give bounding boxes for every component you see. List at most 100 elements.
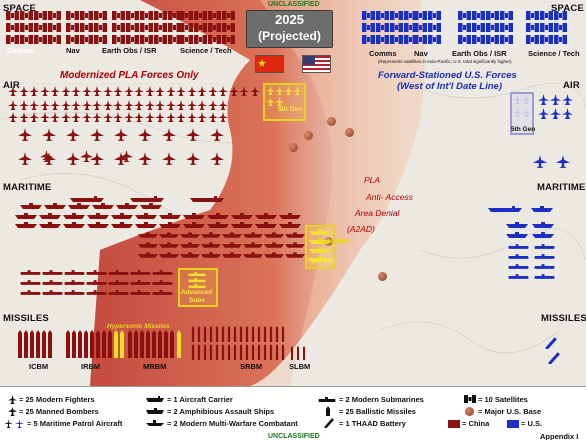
china-satellite-icon <box>222 35 235 44</box>
china-srbm-icon <box>209 326 213 342</box>
advanced-subs-label-1: Advanced <box>181 289 213 296</box>
china-combatant-icon <box>222 252 242 258</box>
china-fighter-icon <box>155 100 165 110</box>
china-bomber-icon <box>90 128 104 141</box>
china-fighter-icon <box>144 112 155 122</box>
thaad-icon <box>324 418 334 428</box>
china-combatant-icon <box>279 213 301 219</box>
china-combatant-icon <box>264 242 284 248</box>
china-5th-gen-fighter-icon <box>275 97 284 106</box>
china-bomber-icon <box>186 152 200 165</box>
china-irbm-icon <box>66 330 70 358</box>
us-satellite-icon <box>486 11 499 20</box>
china-fighter-icon <box>50 86 60 96</box>
china-srbm-icon <box>215 326 219 342</box>
china-fighter-icon <box>123 100 134 110</box>
us-science-label: Science / Tech <box>528 49 580 58</box>
china-satellite-icon <box>208 35 221 44</box>
us-satellite-icon <box>414 11 427 20</box>
china-mrbm-icon <box>158 330 162 358</box>
china-bomber-icon <box>18 152 32 165</box>
china-fighter-icon <box>71 100 81 110</box>
china-combatant-icon <box>264 232 284 238</box>
us-5th-gen-fighter-icon <box>522 108 531 117</box>
us-5th-gen-label: 5th Gen <box>511 126 536 133</box>
china-fighter-icon <box>18 112 29 122</box>
china-combatant-icon <box>159 252 179 258</box>
china-combatant-icon <box>63 222 85 228</box>
china-bomber-icon <box>162 152 176 165</box>
china-satellite-icon <box>20 23 33 32</box>
china-combatant-icon <box>222 242 242 248</box>
china-advanced-submarine-icon <box>188 284 206 289</box>
china-satellite-icon <box>6 23 19 32</box>
china-amphib-icon <box>116 203 138 209</box>
china-combatant-icon <box>87 222 109 228</box>
china-combatant-icon <box>111 222 133 228</box>
china-satellite-icon <box>180 11 193 20</box>
us-satellite-icon <box>428 11 441 20</box>
china-fighter-icon <box>197 112 207 122</box>
us-combatant-icon <box>506 232 528 238</box>
china-submarine-icon <box>64 290 85 295</box>
space-label-right: SPACE <box>551 3 585 14</box>
us-satellite-icon <box>526 23 539 32</box>
us-satellite-icon <box>526 11 539 20</box>
china-irbm-icon <box>96 330 100 358</box>
china-satellite-icon <box>66 11 79 20</box>
maritime-label-right: MARITIME <box>537 182 586 193</box>
china-combatant-icon <box>207 213 229 219</box>
china-submarine-icon <box>42 280 63 285</box>
us-5th-gen-fighter-icon <box>522 95 531 104</box>
us-submarine-icon <box>508 274 529 279</box>
china-fighter-icon <box>81 112 92 122</box>
china-bomber-icon <box>162 128 176 141</box>
china-combatant-icon <box>138 252 158 258</box>
china-icbm-icon <box>42 330 46 358</box>
a2ad-line3: Area Denial <box>355 208 400 218</box>
china-fighter-icon <box>176 100 186 110</box>
us-satellite-icon <box>458 35 471 44</box>
china-srbm-icon <box>281 344 285 360</box>
us-submarine-icon <box>508 254 529 259</box>
legend-satellites: = 10 Satellites <box>478 395 528 404</box>
us-submarine-icon <box>508 264 529 269</box>
china-combatant-icon <box>264 252 284 258</box>
china-combatant-icon <box>201 252 221 258</box>
us-combatant-icon <box>532 222 554 228</box>
classification-bottom: UNCLASSIFIED <box>268 433 320 440</box>
china-5th-gen-fighter-icon <box>275 86 284 95</box>
us-satellite-icon <box>414 23 427 32</box>
missiles-label-left: MISSILES <box>3 313 49 324</box>
ballistic-missile-icon <box>326 406 330 416</box>
china-fighter-icon <box>113 86 123 96</box>
us-forces-title-2: (West of Int'l Date Line) <box>397 81 503 92</box>
space-label-left: SPACE <box>3 3 37 14</box>
a2ad-line4: (A2AD) <box>347 224 375 234</box>
china-icbm-icon <box>24 330 28 358</box>
china-fighter-icon <box>186 86 197 96</box>
china-irbm-icon <box>84 330 88 358</box>
us-combatant-icon <box>506 222 528 228</box>
china-submarine-icon <box>42 290 63 295</box>
us-fighter-icon <box>538 94 549 105</box>
china-advanced-submarine-icon <box>188 278 206 283</box>
china-fighter-icon <box>60 112 71 122</box>
us-forces-title-1: Forward-Stationed U.S. Forces <box>378 70 517 81</box>
legend-combatant: = 2 Modern Multi-Warfare Combatant <box>167 419 298 428</box>
icbm-label: ICBM <box>29 362 49 371</box>
china-satellite-icon <box>126 23 139 32</box>
us-fighter-icon <box>562 108 573 119</box>
us-combatant-icon <box>532 232 554 238</box>
china-science-label: Science / Tech <box>180 46 232 55</box>
china-srbm-icon <box>233 344 237 360</box>
legend-china: = China <box>462 419 490 428</box>
china-srbm-icon <box>263 344 267 360</box>
china-nav-label: Nav <box>66 46 80 55</box>
china-satellite-icon <box>208 23 221 32</box>
hypersonic-label: Hypersonic Missiles <box>107 323 170 330</box>
china-satellite-icon <box>140 11 153 20</box>
china-bomber-icon <box>114 128 128 141</box>
us-satellite-icon <box>472 23 485 32</box>
china-fighter-icon <box>39 112 50 122</box>
